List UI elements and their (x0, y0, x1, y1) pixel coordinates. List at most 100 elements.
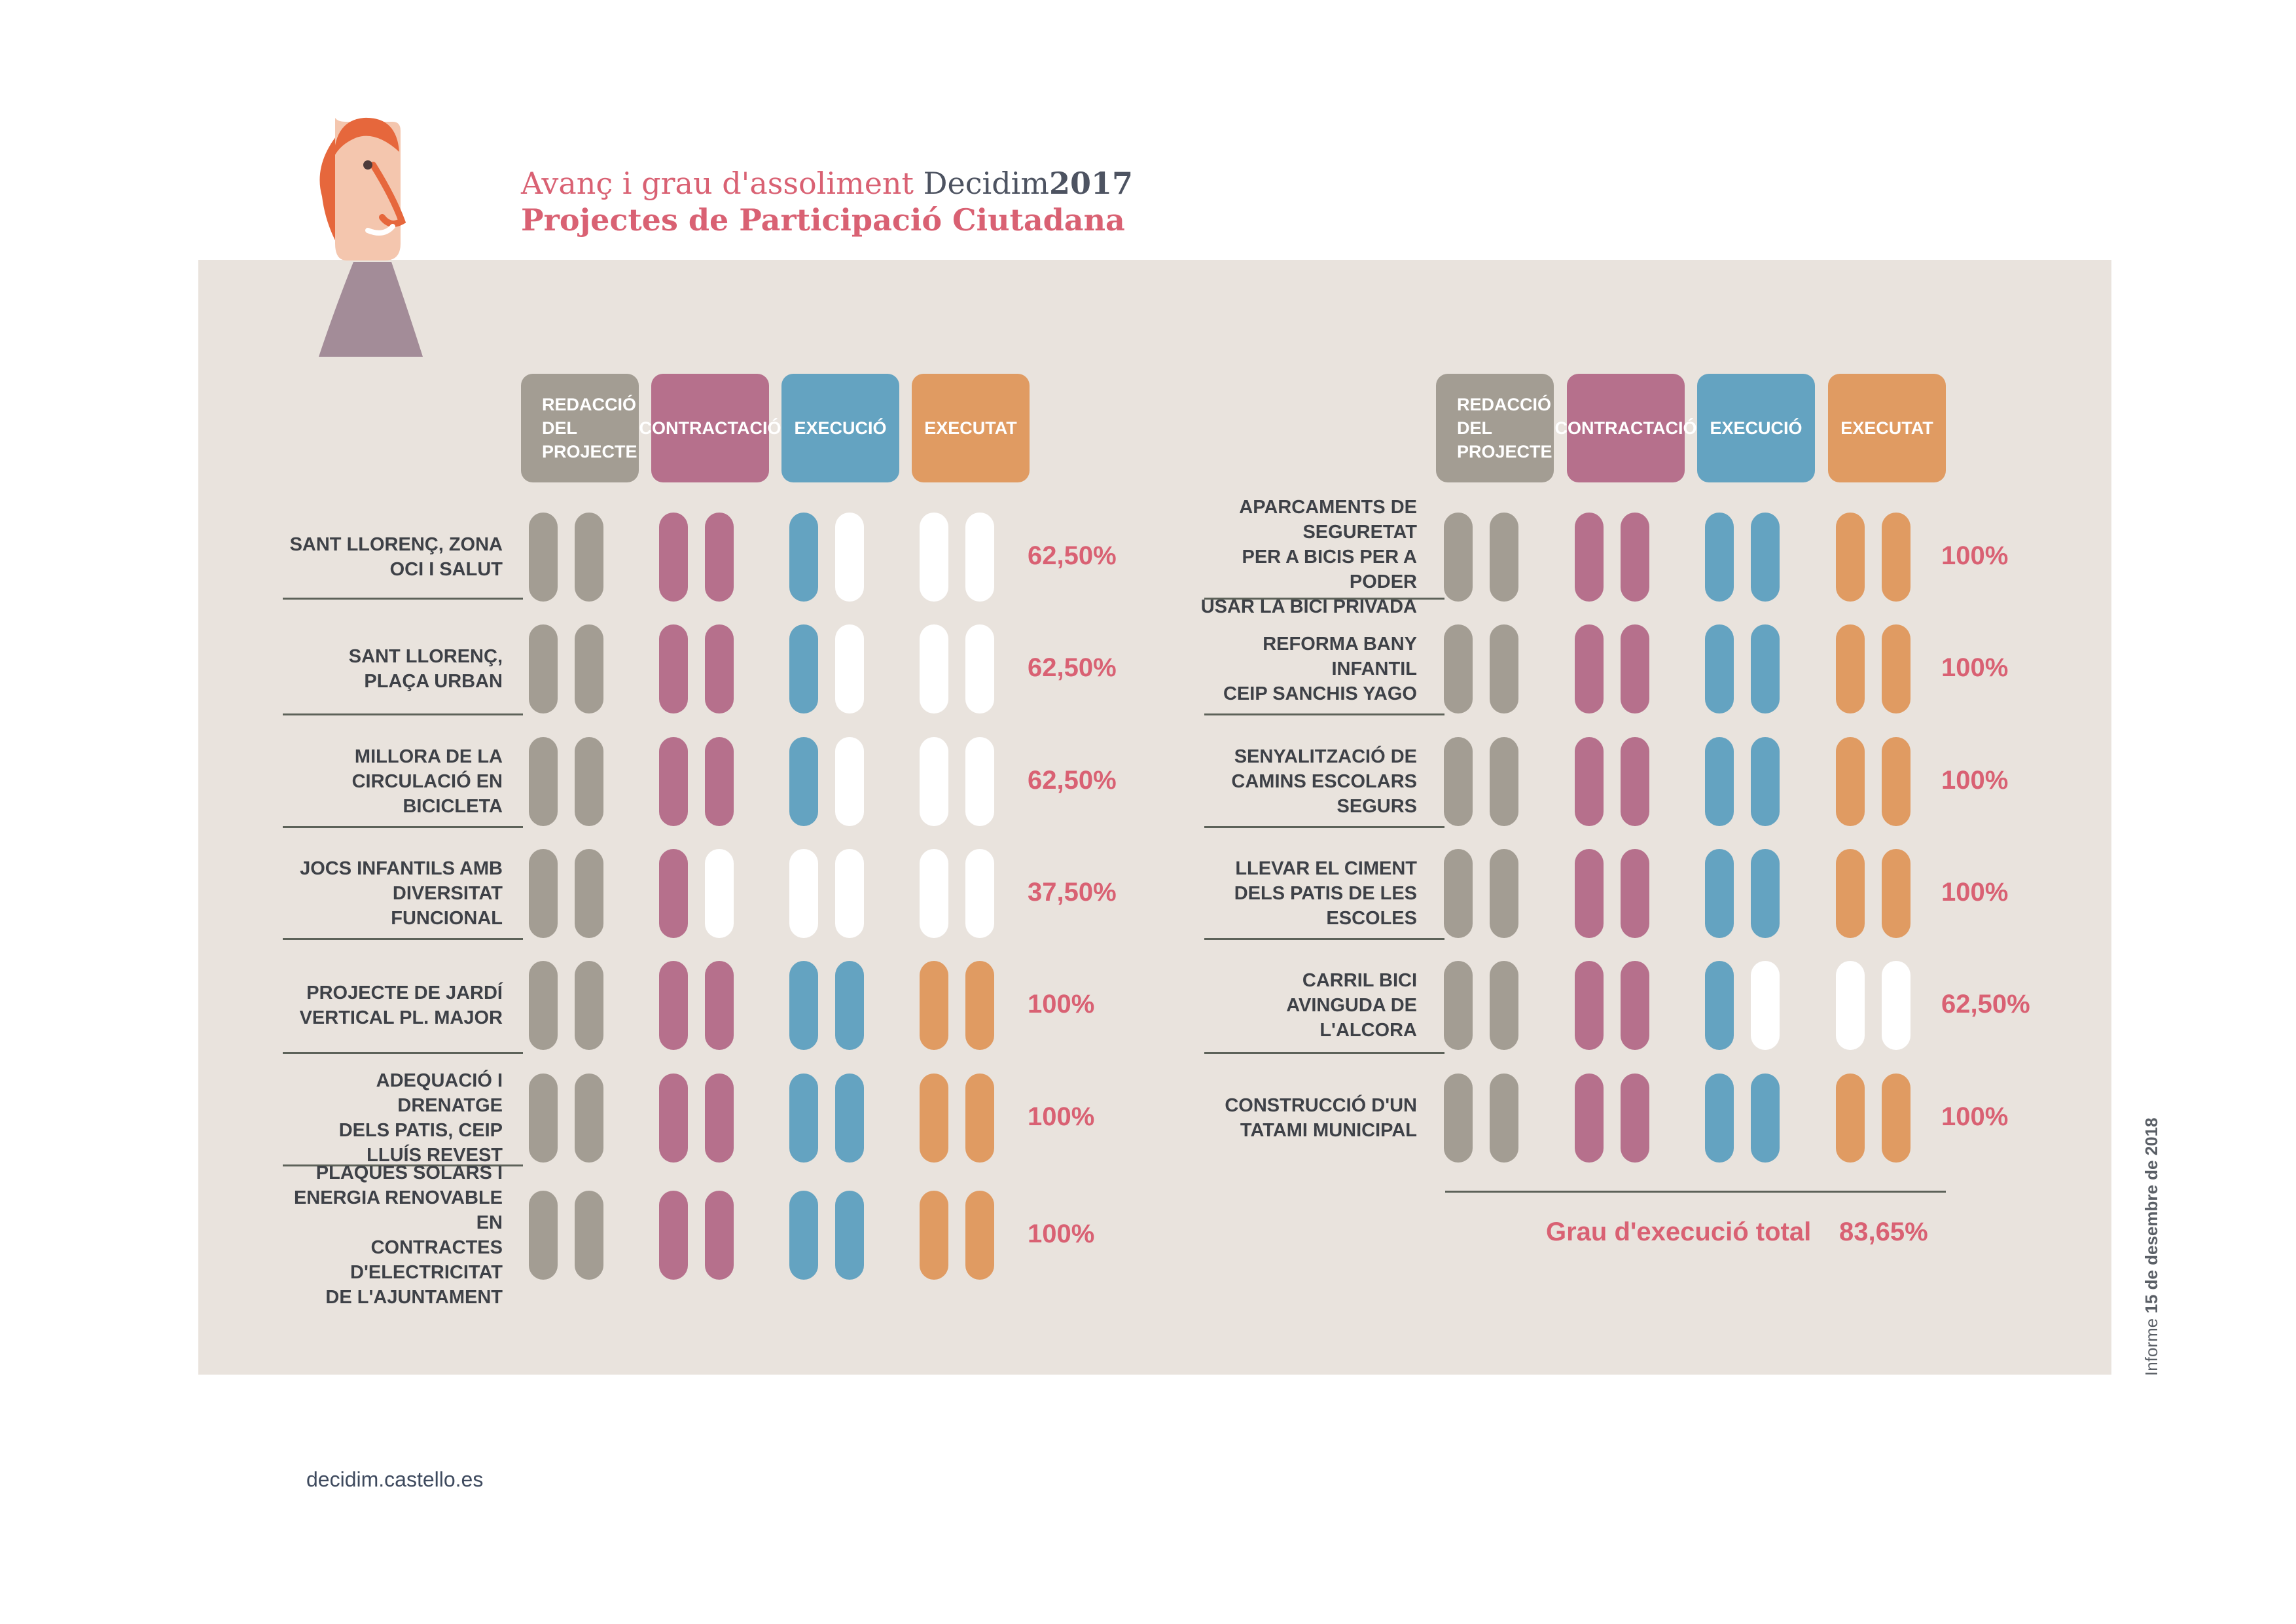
right-progress-pill (1705, 737, 1734, 826)
right-progress-pill (1882, 624, 1910, 713)
left-progress-pill (529, 737, 558, 826)
right-progress-pill (1705, 624, 1734, 713)
right-progress-pill (1705, 1074, 1734, 1163)
right-progress-pill (1621, 1074, 1649, 1163)
report-date-note: Informe 15 de desembre de 2018 (2142, 1117, 2162, 1376)
left-progress-pill (705, 961, 734, 1050)
row-separator (283, 938, 523, 940)
right-progress-pill (1444, 849, 1473, 938)
right-progress-pill (1444, 624, 1473, 713)
left-project-label: JOCS INFANTILS AMB DIVERSITAT FUNCIONAL (300, 858, 503, 929)
chart-title: Avanç i grau d'assoliment Decidim2017 (521, 164, 1133, 203)
left-progress-pill (965, 737, 994, 826)
left-progress-pill (659, 513, 688, 602)
right-progress-pill (1575, 513, 1604, 602)
left-progress-pill (705, 624, 734, 713)
right-progress-pill (1490, 1074, 1518, 1163)
right-progress-pill (1751, 849, 1780, 938)
phase-header-label: REDACCIÓ DEL PROJECTE (1457, 395, 1552, 461)
row-separator (1204, 1052, 1444, 1054)
left-progress-pill (965, 849, 994, 938)
phase-header-executat: EXECUTAT (1828, 374, 1946, 482)
right-progress-pill (1836, 737, 1865, 826)
left-progress-pill (659, 961, 688, 1050)
right-progress-pill (1705, 849, 1734, 938)
right-percent-label: 100% (1941, 541, 2009, 570)
left-progress-pill (659, 624, 688, 713)
right-project-label: SENYALITZACIÓ DE CAMINS ESCOLARS SEGURS (1231, 746, 1417, 817)
title-year: 2017 (1049, 166, 1134, 201)
right-progress-pill (1444, 737, 1473, 826)
phase-header-executat: EXECUTAT (912, 374, 1030, 482)
right-progress-pill (1621, 849, 1649, 938)
right-progress-pill (1882, 961, 1910, 1050)
right-project-label: LLEVAR EL CIMENT DELS PATIS DE LES ESCOL… (1234, 858, 1417, 929)
right-progress-pill (1882, 737, 1910, 826)
right-progress-pill (1490, 849, 1518, 938)
left-progress-pill (835, 1191, 864, 1280)
right-progress-pill (1751, 513, 1780, 602)
left-progress-pill (920, 624, 948, 713)
right-progress-pill (1490, 513, 1518, 602)
left-progress-pill (529, 849, 558, 938)
left-progress-pill (575, 1191, 603, 1280)
right-progress-pill (1751, 1074, 1780, 1163)
left-progress-pill (705, 1191, 734, 1280)
row-separator (283, 713, 523, 715)
phase-header-redaccio: REDACCIÓ DEL PROJECTE (521, 374, 639, 482)
right-progress-pill (1882, 849, 1910, 938)
phase-header-redaccio: REDACCIÓ DEL PROJECTE (1436, 374, 1554, 482)
left-progress-pill (920, 961, 948, 1050)
left-progress-pill (965, 624, 994, 713)
right-progress-pill (1575, 624, 1604, 713)
right-progress-pill (1444, 961, 1473, 1050)
row-separator (1204, 938, 1444, 940)
left-progress-pill (920, 1074, 948, 1163)
phase-header-label: CONTRACTACIÓ (1554, 418, 1697, 438)
phase-header-label: EXECUCIÓ (794, 418, 887, 438)
phase-header-execucio: EXECUCIÓ (1697, 374, 1815, 482)
footer-url[interactable]: decidim.castello.es (306, 1468, 484, 1491)
right-project-label: REFORMA BANY INFANTIL CEIP SANCHIS YAGO (1223, 634, 1417, 704)
phase-header-label: EXECUTAT (1840, 418, 1933, 438)
right-progress-pill (1751, 624, 1780, 713)
mascot-eye (363, 160, 372, 170)
right-progress-pill (1490, 961, 1518, 1050)
chart-subtitle: Projectes de Participació Ciutadana (521, 202, 1125, 238)
row-separator (1204, 713, 1444, 715)
row-separator (283, 1052, 523, 1054)
mascot-hair-back (319, 131, 359, 259)
left-progress-pill (965, 961, 994, 1050)
left-progress-pill (575, 849, 603, 938)
left-progress-pill (835, 1074, 864, 1163)
left-progress-pill (659, 1074, 688, 1163)
right-progress-pill (1836, 849, 1865, 938)
mascot-face (335, 118, 401, 261)
left-percent-label: 37,50% (1028, 878, 1117, 907)
left-project-label: SANT LLORENÇ, PLAÇA URBAN (348, 646, 503, 692)
left-progress-pill (529, 513, 558, 602)
left-progress-pill (789, 737, 818, 826)
row-separator (283, 598, 523, 600)
phase-header-execucio: EXECUCIÓ (781, 374, 899, 482)
row-separator (283, 826, 523, 828)
right-percent-label: 100% (1941, 1102, 2009, 1131)
left-progress-pill (659, 849, 688, 938)
left-progress-pill (789, 513, 818, 602)
left-project-label: MILLORA DE LA CIRCULACIÓ EN BICICLETA (351, 746, 503, 817)
right-project-label: CARRIL BICI AVINGUDA DE L'ALCORA (1286, 970, 1417, 1041)
left-progress-pill (789, 961, 818, 1050)
left-percent-label: 62,50% (1028, 541, 1117, 570)
left-percent-label: 100% (1028, 1219, 1095, 1248)
right-percent-label: 100% (1941, 878, 2009, 907)
right-progress-pill (1836, 513, 1865, 602)
title-brand: Decidim (923, 166, 1050, 201)
right-percent-label: 100% (1941, 653, 2009, 682)
left-project-label: SANT LLORENÇ, ZONA OCI I SALUT (289, 534, 503, 580)
row-separator (283, 1164, 523, 1166)
left-progress-pill (920, 737, 948, 826)
left-progress-pill (965, 1074, 994, 1163)
left-progress-pill (659, 1191, 688, 1280)
right-progress-pill (1621, 737, 1649, 826)
left-percent-label: 100% (1028, 990, 1095, 1019)
